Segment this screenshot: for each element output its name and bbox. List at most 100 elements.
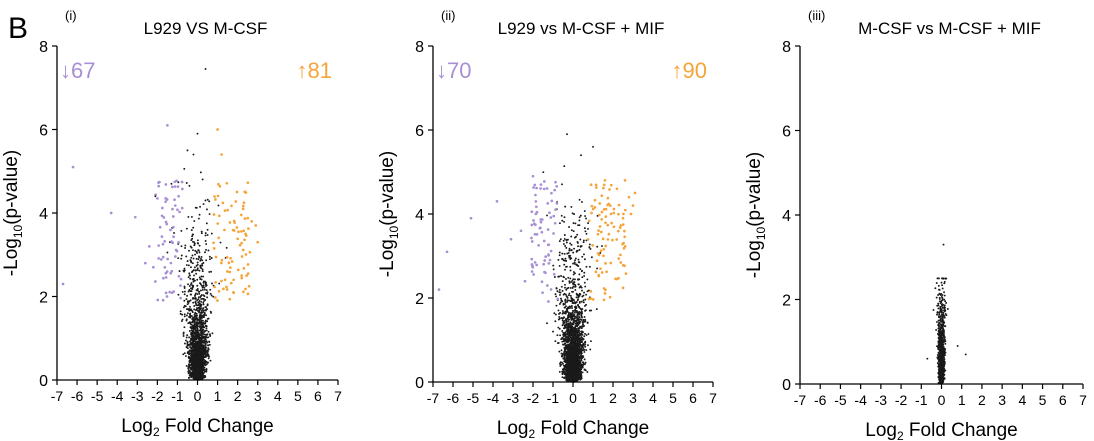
data-point xyxy=(203,326,206,329)
data-point xyxy=(578,301,581,304)
data-point xyxy=(566,296,569,298)
data-point xyxy=(241,248,245,252)
data-point xyxy=(583,316,586,318)
data-point xyxy=(559,334,562,337)
data-point xyxy=(596,245,599,248)
data-point xyxy=(565,238,568,241)
data-point xyxy=(161,255,165,259)
data-point xyxy=(565,241,568,244)
data-point xyxy=(564,342,567,345)
data-point xyxy=(179,312,182,315)
data-point xyxy=(195,361,198,364)
data-point xyxy=(201,259,204,262)
data-point xyxy=(535,263,539,267)
data-point xyxy=(209,359,212,362)
data-point xyxy=(190,326,193,328)
data-point xyxy=(567,276,570,279)
data-point xyxy=(577,357,580,359)
data-point xyxy=(578,374,581,377)
data-point xyxy=(230,204,233,208)
data-point xyxy=(573,369,575,372)
data-point xyxy=(570,340,573,343)
data-point xyxy=(558,264,561,267)
data-point xyxy=(557,342,559,345)
data-point xyxy=(158,225,162,229)
data-point xyxy=(608,295,612,299)
data-point xyxy=(569,294,572,297)
data-point xyxy=(621,242,624,246)
data-point xyxy=(562,259,565,262)
data-point xyxy=(602,186,605,190)
data-point xyxy=(209,288,212,291)
data-point xyxy=(567,325,570,328)
data-point xyxy=(553,276,556,278)
data-point xyxy=(203,359,206,362)
data-point xyxy=(581,349,584,352)
data-point xyxy=(214,255,218,259)
data-point xyxy=(556,290,559,293)
data-point xyxy=(567,316,570,319)
data-point xyxy=(216,194,220,198)
data-point xyxy=(583,274,586,277)
x-tick-label: 2 xyxy=(234,388,242,404)
data-point xyxy=(191,356,194,359)
data-point xyxy=(193,305,196,307)
data-point xyxy=(540,230,544,234)
data-point xyxy=(197,367,200,370)
data-point xyxy=(192,226,195,229)
data-point xyxy=(557,318,560,321)
data-point xyxy=(569,371,572,374)
data-point xyxy=(200,284,203,287)
y-label-main: -Log xyxy=(377,239,398,277)
data-point xyxy=(201,268,204,271)
data-point xyxy=(202,284,205,287)
data-point xyxy=(194,368,196,371)
data-point xyxy=(595,259,599,263)
data-point xyxy=(585,349,588,352)
up-count-label: ↑90 xyxy=(672,58,707,83)
data-point xyxy=(189,333,192,335)
data-point xyxy=(193,266,196,269)
data-point xyxy=(228,221,232,224)
data-point xyxy=(214,198,217,201)
data-point xyxy=(594,183,598,187)
data-point xyxy=(183,352,186,355)
data-point xyxy=(190,229,193,232)
data-point xyxy=(195,350,198,353)
data-point xyxy=(553,188,557,192)
data-point xyxy=(229,281,233,285)
data-point xyxy=(200,323,203,326)
data-point xyxy=(615,238,619,241)
data-point xyxy=(574,309,577,312)
data-point xyxy=(583,324,586,327)
data-point xyxy=(582,301,585,304)
data-point xyxy=(189,371,192,374)
data-point xyxy=(564,298,567,301)
data-point xyxy=(194,335,197,338)
data-point xyxy=(566,287,569,290)
data-point xyxy=(61,282,65,286)
data-point xyxy=(580,300,583,303)
data-point xyxy=(203,333,206,336)
data-point xyxy=(185,339,187,342)
data-point xyxy=(563,216,566,219)
data-point xyxy=(596,267,599,270)
data-point xyxy=(177,241,180,244)
data-point xyxy=(561,319,564,322)
data-point xyxy=(558,370,561,373)
data-point xyxy=(583,210,586,213)
data-point xyxy=(579,377,582,380)
data-point xyxy=(534,200,538,203)
data-point xyxy=(199,351,201,354)
data-point xyxy=(609,212,613,216)
data-point xyxy=(199,321,202,324)
data-point xyxy=(250,220,254,223)
data-point xyxy=(165,295,169,298)
data-point xyxy=(555,295,558,298)
data-point xyxy=(205,259,208,262)
data-point xyxy=(177,293,180,296)
data-point xyxy=(193,220,196,222)
data-point xyxy=(569,258,572,260)
data-point xyxy=(198,269,201,272)
data-point xyxy=(243,217,247,220)
